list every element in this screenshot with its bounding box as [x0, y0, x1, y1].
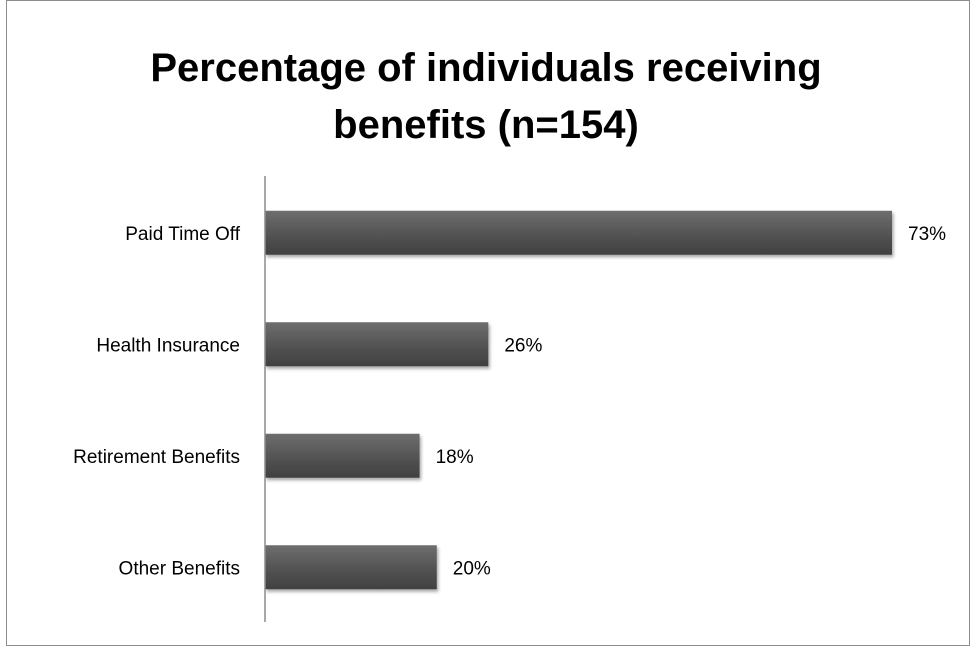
- data-label: 20%: [453, 558, 491, 579]
- category-label: Retirement Benefits: [73, 447, 240, 468]
- category-label: Paid Time Off: [125, 224, 240, 245]
- data-label: 73%: [908, 224, 946, 245]
- bar-paid-time-off: [265, 210, 892, 255]
- data-label: 26%: [504, 335, 542, 356]
- category-label: Health Insurance: [96, 335, 240, 356]
- category-label: Other Benefits: [119, 558, 240, 579]
- chart-title-line-2: benefits (n=154): [333, 103, 639, 147]
- chart-title: Percentage of individuals receiving bene…: [0, 40, 972, 154]
- bar-other-benefits: [265, 545, 437, 590]
- bar-health-insurance: [265, 322, 489, 367]
- data-label: 18%: [436, 447, 474, 468]
- bar-retirement-benefits: [265, 433, 420, 478]
- chart-title-line-1: Percentage of individuals receiving: [150, 46, 822, 90]
